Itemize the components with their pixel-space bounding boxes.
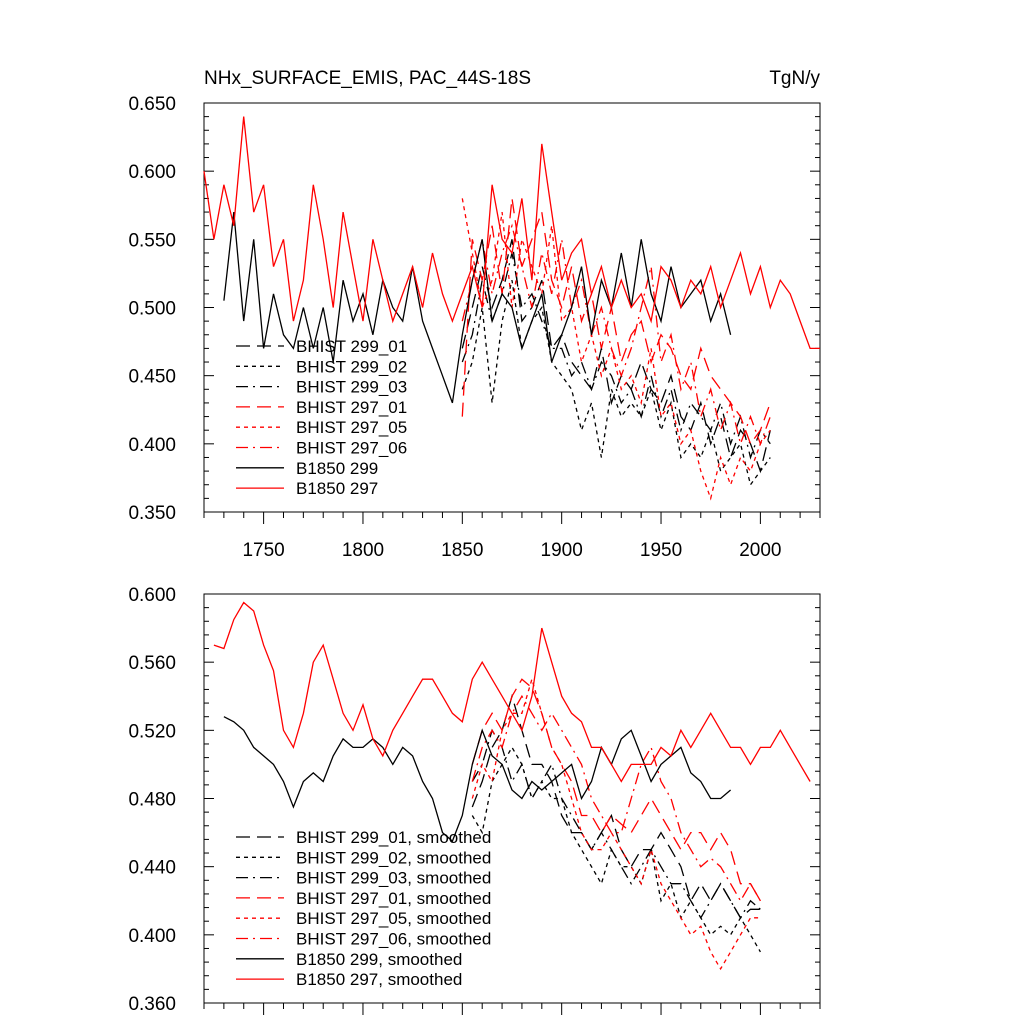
y-tick-label: 0.600 (128, 585, 176, 606)
legend-label: B1850 297 (296, 479, 378, 498)
y-tick-label: 0.480 (128, 790, 176, 811)
series-line-3 (461, 198, 771, 446)
series-line-7 (203, 116, 820, 350)
series-line-0 (461, 239, 771, 474)
series-line-2 (461, 252, 771, 460)
x-tick-label: 1850 (441, 540, 483, 561)
y-tick-label: 0.600 (128, 162, 176, 183)
y-tick-label: 0.560 (128, 653, 176, 674)
x-tick-label: 1950 (640, 540, 682, 561)
y-tick-label: 0.500 (128, 299, 176, 320)
legend-label: B1850 299, smoothed (296, 950, 462, 969)
bottom-panel: 0.360 0.400 0.440 0.480 0.520 0.560 0.600 BHIST… (128, 585, 821, 1015)
series-line-4 (461, 198, 771, 501)
chart-units: TgN/y (769, 68, 820, 89)
legend-label: BHIST 297_01, smoothed (296, 889, 491, 908)
top-panel: 0.350 0.400 0.450 0.500 0.550 0.600 0.650 1750 1… (128, 94, 821, 561)
series-line-7 (213, 601, 811, 783)
series-line-1 (471, 746, 761, 953)
legend-label: BHIST 299_01 (296, 337, 407, 356)
x-tick-label: 1900 (541, 540, 583, 561)
legend-label: BHIST 297_06 (296, 439, 407, 458)
y-tick-label: 0.360 (128, 994, 176, 1015)
y-tick-label: 0.520 (128, 721, 176, 742)
series-line-0 (471, 693, 761, 919)
series-line-4 (471, 676, 761, 971)
chart-title: NHx_SURFACE_EMIS, PAC_44S-18S (204, 68, 531, 89)
y-tick-label: 0.650 (128, 94, 176, 115)
legend-label: B1850 297, smoothed (296, 970, 462, 989)
legend-label: BHIST 299_01, smoothed (296, 828, 491, 847)
series-line-5 (461, 223, 771, 447)
legend-label: BHIST 297_01 (296, 398, 407, 417)
series-line-6 (223, 212, 732, 404)
legend-label: BHIST 299_02 (296, 357, 407, 376)
x-tick-label: 1800 (342, 540, 384, 561)
series-line-3 (471, 678, 761, 902)
y-tick-label: 0.440 (128, 858, 176, 879)
y-tick-label: 0.350 (128, 503, 176, 524)
series-line-5 (471, 694, 761, 903)
y-tick-label: 0.450 (128, 367, 176, 388)
legend-label: B1850 299 (296, 459, 378, 478)
legend-label: BHIST 297_05, smoothed (296, 909, 491, 928)
x-tick-label: 1750 (242, 540, 284, 561)
x-tick-label: 2000 (739, 540, 781, 561)
legend-label: BHIST 299_03, smoothed (296, 869, 491, 888)
legend-label: BHIST 297_06, smoothed (296, 930, 491, 949)
series-line-6 (223, 716, 732, 843)
legend-label: BHIST 297_05 (296, 418, 407, 437)
y-tick-label: 0.400 (128, 435, 176, 456)
y-tick-label: 0.400 (128, 926, 176, 947)
legend-label: BHIST 299_02, smoothed (296, 848, 491, 867)
legend-label: BHIST 299_03 (296, 378, 407, 397)
y-tick-label: 0.550 (128, 230, 176, 251)
series-line-2 (471, 728, 761, 920)
